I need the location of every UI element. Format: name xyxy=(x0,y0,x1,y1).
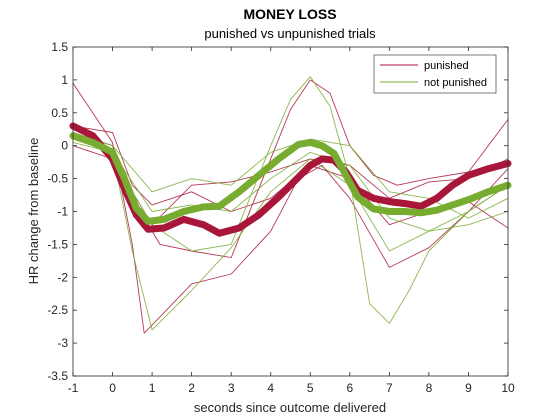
x-tick-label: 9 xyxy=(465,381,472,395)
chart-subtitle: punished vs unpunished trials xyxy=(204,26,376,41)
y-tick-label: 1.5 xyxy=(51,40,68,54)
x-tick-label: 2 xyxy=(188,381,195,395)
x-tick-label: 6 xyxy=(346,381,353,395)
x-tick-label: 8 xyxy=(426,381,433,395)
y-tick-label: -1.5 xyxy=(47,237,68,251)
y-axis-label: HR change from baseline xyxy=(26,138,41,285)
chart-title: MONEY LOSS xyxy=(243,6,336,22)
y-tick-label: 0 xyxy=(61,139,68,153)
x-tick-label: 3 xyxy=(228,381,235,395)
legend-box xyxy=(373,54,497,94)
mean-lines xyxy=(69,122,512,237)
x-tick-label: 1 xyxy=(149,381,156,395)
y-tick-label: -0.5 xyxy=(47,172,68,186)
y-tick-label: 1 xyxy=(61,73,68,87)
x-tick-label: 4 xyxy=(267,381,274,395)
x-tick-label: 5 xyxy=(307,381,314,395)
legend: punished not punished xyxy=(373,54,497,94)
y-tick-label: -3.5 xyxy=(47,369,68,383)
legend-label-not-punished: not punished xyxy=(424,77,487,89)
y-tick-label: -1 xyxy=(57,205,68,219)
trial-line-not-punished-9 xyxy=(72,138,509,232)
y-tick-label: 0.5 xyxy=(51,106,68,120)
x-axis-label: seconds since outcome delivered xyxy=(194,400,386,415)
y-tick-label: -2.5 xyxy=(47,303,68,317)
x-tick-label: 10 xyxy=(501,381,515,395)
mean-line-not-punished-1 xyxy=(69,132,512,225)
y-tick-label: -2 xyxy=(57,270,68,284)
axes: -1 0 1 2 3 4 5 6 7 8 9 10 -3.5 -3 -2.5 -2 -1.5 -1 -0.5 0 0.5… xyxy=(47,40,515,395)
x-tick-label: 0 xyxy=(109,381,116,395)
y-tick-label: -3 xyxy=(57,336,68,350)
x-tick-label: -1 xyxy=(68,381,79,395)
trial-line-punished-2 xyxy=(72,82,509,334)
legend-label-punished: punished xyxy=(424,60,469,72)
x-tick-label: 7 xyxy=(386,381,393,395)
mean-line-punished-0 xyxy=(69,122,512,237)
